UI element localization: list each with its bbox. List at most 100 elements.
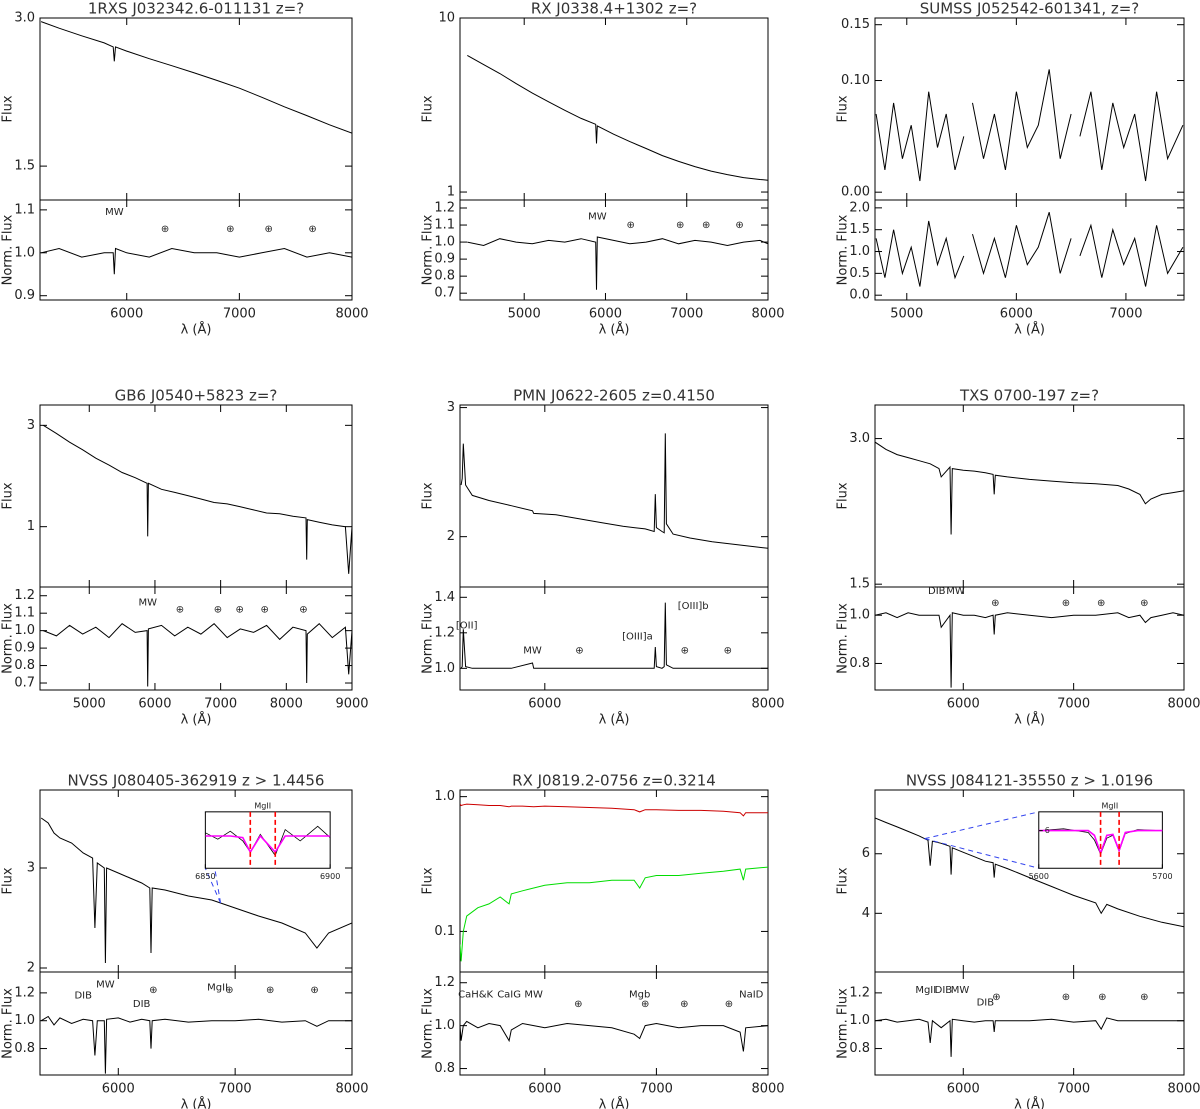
y-tick-label: 1.5 bbox=[14, 159, 35, 174]
y-tick-label: 1.0 bbox=[14, 245, 35, 260]
panel-frame bbox=[459, 199, 769, 301]
x-tick-label: 7000 bbox=[1057, 697, 1090, 712]
y-axis-label: Norm. Flux bbox=[421, 603, 436, 674]
y-tick-label: 1.0 bbox=[434, 661, 455, 676]
y-tick-label: 4 bbox=[862, 906, 870, 921]
chart-title: NVSS J084121-35550 z > 1.0196 bbox=[906, 772, 1153, 790]
y-tick-label: 0.15 bbox=[841, 17, 870, 32]
x-axis-label: λ (Å) bbox=[599, 322, 630, 338]
line-annotation: ⊕ bbox=[1140, 992, 1148, 1003]
x-tick-label: 7000 bbox=[223, 307, 256, 322]
line-annotation: ⊕ bbox=[1098, 992, 1106, 1003]
y-tick-label: 1.0 bbox=[849, 608, 870, 623]
x-tick-label: 6000 bbox=[110, 307, 143, 322]
panel-frame bbox=[39, 586, 353, 691]
y-tick-label: 0.8 bbox=[434, 269, 455, 284]
spectrum-line bbox=[875, 612, 1184, 688]
line-annotation: CaIG bbox=[497, 989, 521, 1000]
x-axis-label: λ (Å) bbox=[181, 322, 212, 338]
y-tick-label: 2 bbox=[27, 961, 35, 976]
x-axis-label: λ (Å) bbox=[1014, 1097, 1045, 1109]
panel-frame bbox=[459, 971, 769, 1076]
spectrum-line bbox=[875, 69, 1184, 182]
zoom-connector bbox=[924, 838, 1039, 869]
y-axis-label: Flux bbox=[1, 482, 16, 509]
panel-frame bbox=[874, 586, 1185, 691]
spectrum-line bbox=[40, 817, 352, 964]
x-tick-label: 6000 bbox=[528, 1082, 561, 1097]
chart-title: GB6 J0540+5823 z=? bbox=[115, 387, 278, 405]
line-annotation: ⊕ bbox=[310, 985, 318, 996]
line-annotation: NaID bbox=[739, 989, 764, 1000]
inset-y-tick-label: 6 bbox=[1045, 826, 1050, 835]
y-tick-label: 6 bbox=[862, 846, 870, 861]
x-tick-label: 6000 bbox=[589, 307, 622, 322]
y-tick-label: 0.7 bbox=[434, 286, 455, 301]
line-annotation: [OIII]b bbox=[678, 601, 709, 612]
x-tick-label: 8000 bbox=[1167, 1082, 1200, 1097]
x-tick-label: 7000 bbox=[1109, 307, 1142, 322]
y-tick-label: 1.1 bbox=[14, 202, 35, 217]
chart-title: TXS 0700-197 z=? bbox=[959, 387, 1099, 405]
line-annotation: ⊕ bbox=[161, 224, 169, 235]
line-annotation: ⊕ bbox=[626, 220, 634, 231]
panel-frame bbox=[874, 199, 1185, 301]
spectrum-line bbox=[40, 1015, 352, 1074]
spectrum-line bbox=[460, 803, 768, 817]
x-tick-label: 6000 bbox=[528, 697, 561, 712]
y-tick-label: 3 bbox=[27, 861, 35, 876]
line-annotation: ⊕ bbox=[735, 220, 743, 231]
x-tick-label: 8000 bbox=[751, 307, 784, 322]
y-axis-label: Norm. Flux bbox=[1, 603, 16, 674]
inset-line bbox=[1038, 829, 1163, 856]
inset-x-tick-label: 6900 bbox=[320, 872, 340, 881]
y-axis-label: Norm. Flux bbox=[1, 988, 16, 1059]
line-annotation: ⊕ bbox=[299, 605, 307, 616]
x-tick-label: 7000 bbox=[219, 1082, 252, 1097]
line-annotation: DIB bbox=[935, 985, 953, 996]
line-annotation: ⊕ bbox=[260, 605, 268, 616]
line-annotation: MW bbox=[588, 212, 607, 223]
y-tick-label: 1.0 bbox=[849, 1013, 870, 1028]
chart-title: 1RXS J032342.6-011131 z=? bbox=[88, 0, 304, 18]
panel-frame bbox=[39, 17, 353, 201]
y-tick-label: 0.00 bbox=[841, 185, 870, 200]
line-annotation: ⊕ bbox=[226, 224, 234, 235]
y-tick-label: 0.0 bbox=[849, 288, 870, 303]
y-tick-label: 0.8 bbox=[849, 656, 870, 671]
inset-x-tick-label: 5700 bbox=[1152, 872, 1172, 881]
inset-x-tick-label: 6850 bbox=[195, 872, 215, 881]
y-tick-label: 2.0 bbox=[849, 200, 870, 215]
line-annotation: CaH&K bbox=[458, 989, 493, 1000]
inset-line bbox=[205, 834, 331, 854]
line-annotation: ⊕ bbox=[724, 646, 732, 657]
line-annotation: ⊕ bbox=[702, 220, 710, 231]
y-axis-label: Norm. Flux bbox=[836, 988, 851, 1059]
line-annotation: ⊕ bbox=[641, 999, 649, 1010]
y-tick-label: 1.0 bbox=[14, 1013, 35, 1028]
x-axis-label: λ (Å) bbox=[181, 1097, 212, 1109]
line-annotation: ⊕ bbox=[235, 605, 243, 616]
y-tick-label: 0.9 bbox=[14, 288, 35, 303]
spectrum-line bbox=[40, 21, 352, 134]
x-tick-label: 7000 bbox=[1057, 1082, 1090, 1097]
y-tick-label: 0.9 bbox=[14, 641, 35, 656]
line-annotation: ⊕ bbox=[1140, 598, 1148, 609]
line-annotation: ⊕ bbox=[149, 985, 157, 996]
panel-frame bbox=[874, 17, 1185, 201]
x-axis-label: λ (Å) bbox=[1014, 712, 1045, 728]
line-annotation: ⊕ bbox=[991, 598, 999, 609]
line-annotation: ⊕ bbox=[266, 985, 274, 996]
x-tick-label: 6000 bbox=[1000, 307, 1033, 322]
y-axis-label: Flux bbox=[836, 482, 851, 509]
x-tick-label: 6000 bbox=[947, 697, 980, 712]
line-annotation: ⊕ bbox=[176, 605, 184, 616]
spectrum-line bbox=[40, 247, 352, 275]
inset-frame bbox=[204, 811, 331, 869]
line-annotation: MW bbox=[524, 989, 543, 1000]
line-annotation: MW bbox=[523, 646, 542, 657]
line-annotation: [OII] bbox=[456, 621, 478, 632]
x-tick-label: 7000 bbox=[670, 307, 703, 322]
y-tick-label: 1.2 bbox=[434, 975, 455, 990]
